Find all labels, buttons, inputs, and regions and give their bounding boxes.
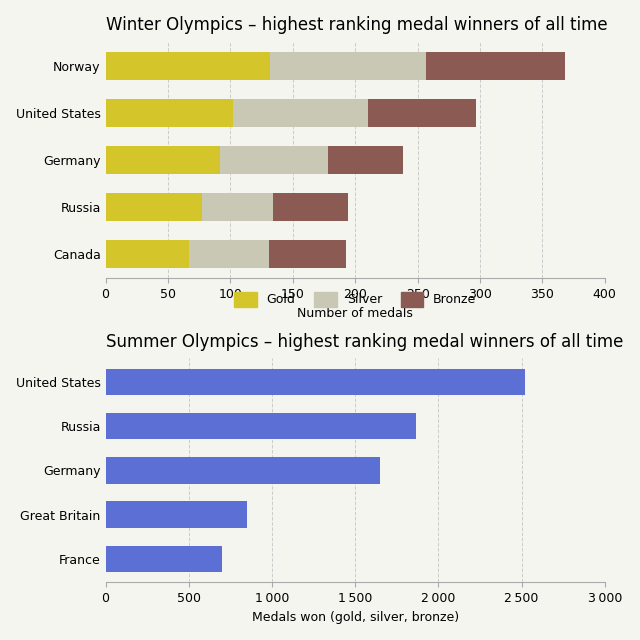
Text: Summer Olympics – highest ranking medal winners of all time: Summer Olympics – highest ranking medal … — [106, 333, 623, 351]
Bar — [106, 457, 380, 484]
Bar — [189, 239, 269, 268]
Bar — [273, 193, 348, 221]
Text: Winter Olympics – highest ranking medal winners of all time: Winter Olympics – highest ranking medal … — [106, 17, 607, 35]
X-axis label: Medals won (gold, silver, bronze): Medals won (gold, silver, bronze) — [252, 611, 459, 623]
Bar — [202, 193, 273, 221]
Bar — [270, 52, 426, 81]
Bar — [269, 239, 346, 268]
Bar — [233, 99, 368, 127]
Bar — [426, 52, 565, 81]
Bar — [368, 99, 476, 127]
Text: www.ielts-exam.net: www.ielts-exam.net — [109, 377, 205, 387]
Bar — [106, 501, 247, 528]
Bar — [106, 146, 220, 174]
Bar — [106, 413, 416, 440]
Bar — [106, 369, 525, 395]
Text: www.ielts-exam.net: www.ielts-exam.net — [120, 61, 217, 72]
Bar — [106, 239, 189, 268]
Bar — [106, 52, 270, 81]
Bar — [106, 546, 222, 572]
Bar — [220, 146, 328, 174]
Bar — [106, 99, 233, 127]
X-axis label: Number of medals: Number of medals — [297, 307, 413, 319]
Bar — [106, 193, 202, 221]
Bar — [328, 146, 403, 174]
Legend: Gold, Silver, Bronze: Gold, Silver, Bronze — [229, 287, 481, 312]
